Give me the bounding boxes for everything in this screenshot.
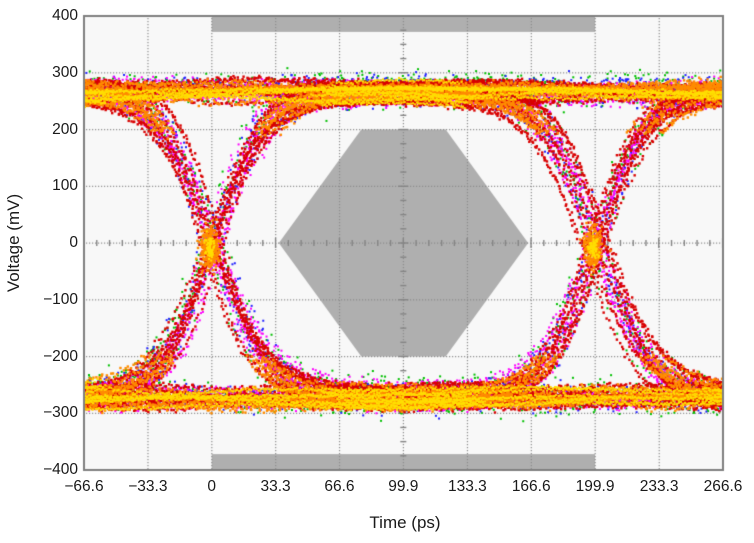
y-tick-label: 300 xyxy=(52,63,78,81)
y-tick-label: 200 xyxy=(52,120,78,138)
x-tick-label: 33.3 xyxy=(260,478,291,495)
x-tick-label: 266.6 xyxy=(703,478,743,495)
x-tick-label: 133.3 xyxy=(447,478,487,495)
y-tick-label: 400 xyxy=(52,7,78,24)
x-tick-label: −66.6 xyxy=(64,478,104,495)
y-tick-label: 100 xyxy=(52,177,78,195)
y-tick-label: −200 xyxy=(43,347,78,365)
y-axis-title: Voltage (mV) xyxy=(4,193,23,293)
x-tick-label: 166.6 xyxy=(511,478,551,495)
y-tick-label: −100 xyxy=(43,290,78,308)
y-tick-label: −400 xyxy=(43,461,78,478)
x-tick-label: 199.9 xyxy=(575,478,615,495)
x-tick-label: 99.9 xyxy=(388,478,419,495)
y-tick-label: −300 xyxy=(43,404,78,422)
x-axis-title: Time (ps) xyxy=(369,513,441,532)
x-tick-label: 66.6 xyxy=(324,478,355,495)
x-tick-label: 0 xyxy=(207,478,217,495)
x-tick-label: −33.3 xyxy=(128,478,168,495)
x-tick-label: 233.3 xyxy=(639,478,679,495)
y-tick-label: 0 xyxy=(69,234,78,251)
